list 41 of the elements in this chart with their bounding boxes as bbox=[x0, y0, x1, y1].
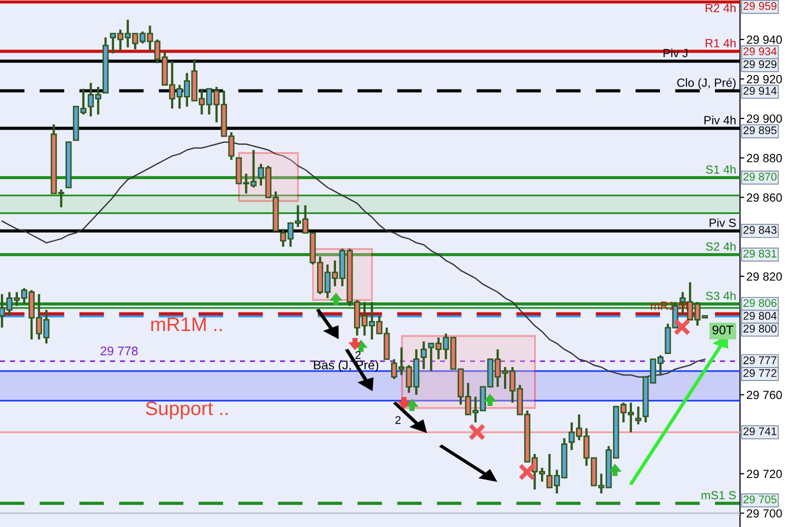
ref-line-label: S2 4h bbox=[706, 242, 736, 251]
text: 29 895 bbox=[744, 126, 776, 134]
y-tick-label: 29 920 bbox=[746, 74, 782, 84]
ref-line-label: mS1 S bbox=[702, 491, 736, 500]
annotation: mR1M .. bbox=[151, 318, 222, 332]
ref-line-label: R2 4h bbox=[706, 4, 736, 12]
text: 29 777 bbox=[744, 356, 776, 364]
text: 29 870 bbox=[744, 172, 777, 181]
text: 29 831 bbox=[744, 250, 776, 258]
annotation: 2 bbox=[395, 416, 401, 424]
annotation: Support .. bbox=[146, 401, 228, 420]
text: 29 772 bbox=[744, 369, 776, 378]
text: 29 804 bbox=[744, 312, 777, 320]
text: 29 843 bbox=[744, 226, 776, 234]
text: 29 806 bbox=[744, 299, 776, 307]
y-tick-label: 29 880 bbox=[746, 154, 782, 162]
ref-line-label: S1 4h bbox=[706, 165, 736, 174]
candlestick bbox=[420, 340, 427, 370]
y-tick-label: 29 900 bbox=[746, 114, 782, 123]
text: 90T bbox=[712, 326, 734, 334]
ref-line-label: R1 4h bbox=[706, 38, 736, 48]
y-tick-label: 29 820 bbox=[746, 272, 782, 281]
text: 29 929 bbox=[744, 60, 776, 68]
text: 29 741 bbox=[744, 427, 776, 436]
y-tick-label: 29 720 bbox=[746, 470, 782, 478]
y-tick-label: 29 700 bbox=[746, 509, 782, 518]
text: 29 800 bbox=[744, 324, 777, 333]
candlestick bbox=[635, 405, 642, 426]
ref-line-label: S3 4h bbox=[706, 291, 736, 300]
annotation: 29 778 bbox=[100, 346, 138, 356]
text: 29 934 bbox=[744, 47, 777, 56]
y-tick-label: 29 860 bbox=[746, 193, 782, 202]
text: 29 705 bbox=[744, 495, 776, 504]
ref-line-label: Piv 4h bbox=[704, 116, 736, 124]
ref-line-label: Clo (J, Pré) bbox=[677, 78, 736, 90]
text: 29 959 bbox=[744, 2, 776, 10]
ref-line-label: Piv S bbox=[710, 218, 736, 228]
y-tick-label: 29 940 bbox=[746, 36, 782, 44]
text: 29 914 bbox=[744, 86, 777, 95]
y-tick-label: 29 760 bbox=[746, 390, 782, 400]
annotation: 2 bbox=[355, 351, 361, 359]
